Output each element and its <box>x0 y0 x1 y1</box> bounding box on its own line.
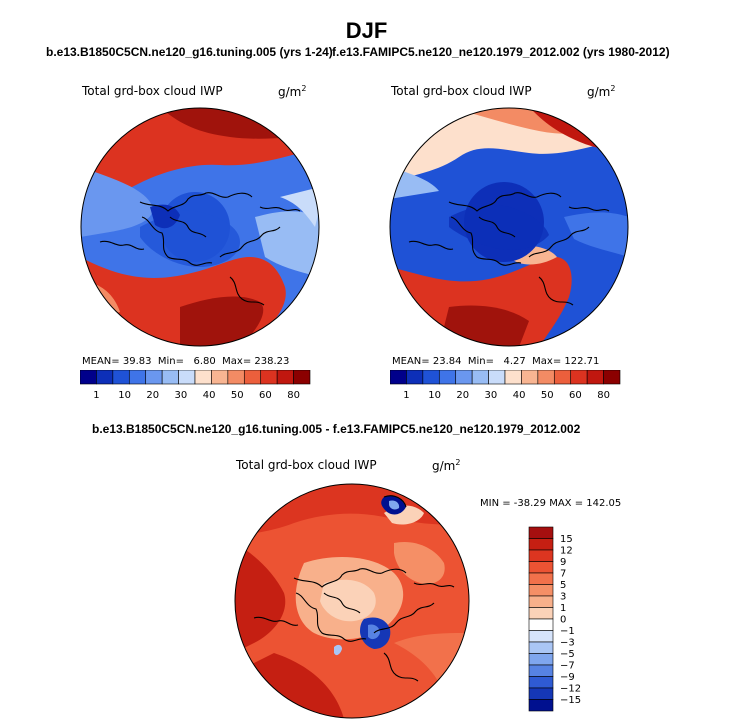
colorbar-swatch <box>178 370 196 385</box>
colorbar-swatch <box>528 549 554 562</box>
panel2-units: g/m2 <box>587 84 616 99</box>
colorbar-tick-label: 10 <box>428 390 441 401</box>
colorbar-swatch <box>112 370 130 385</box>
colorbar-swatch <box>145 370 163 385</box>
colorbar-tick-label: −15 <box>560 695 581 706</box>
colorbar-swatch <box>528 526 554 539</box>
colorbar-tick-label: 80 <box>597 390 610 401</box>
case2-label: f.e13.FAMIPC5.ne120_ne120.1979_2012.002 … <box>332 45 670 59</box>
colorbar-swatch <box>528 653 554 666</box>
colorbar-tick-label: 20 <box>146 390 159 401</box>
colorbar-swatch <box>537 370 555 385</box>
colorbar-tick-label: 3 <box>560 592 566 603</box>
panel3-units: g/m2 <box>432 458 461 473</box>
diff-title: b.e13.B1850C5CN.ne120_g16.tuning.005 - f… <box>92 422 581 436</box>
colorbar-tick-label: 30 <box>485 390 498 401</box>
colorbar-swatch <box>528 618 554 631</box>
panel2-title: Total grd-box cloud IWP <box>391 84 532 98</box>
panel3-range: MIN = -38.29 MAX = 142.05 <box>480 498 622 509</box>
colorbar-swatch <box>528 630 554 643</box>
colorbar-swatch <box>528 607 554 620</box>
panel1-colorbar: 1 10 20 30 40 50 60 80 <box>80 370 311 401</box>
colorbar-swatch <box>528 699 554 712</box>
colorbar-swatch <box>80 370 97 385</box>
colorbar-swatch <box>528 664 554 677</box>
colorbar-swatch <box>528 584 554 597</box>
colorbar-tick-label: 40 <box>513 390 526 401</box>
colorbar-tick-label: −1 <box>560 626 575 637</box>
colorbar-tick-label: −9 <box>560 672 575 683</box>
colorbar-tick-label: 60 <box>569 390 582 401</box>
colorbar-swatch <box>455 370 473 385</box>
colorbar-swatch <box>260 370 278 385</box>
colorbar-tick-label: 50 <box>231 390 244 401</box>
colorbar-swatch <box>521 370 539 385</box>
colorbar-tick-label: 10 <box>118 390 131 401</box>
colorbar-tick-label: −3 <box>560 638 575 649</box>
colorbar-tick-label: 20 <box>456 390 469 401</box>
panel2-map <box>389 107 629 347</box>
colorbar-swatch <box>243 370 262 385</box>
colorbar-swatch <box>438 370 457 385</box>
colorbar-swatch <box>528 561 554 574</box>
colorbar-tick-label: −12 <box>560 684 581 695</box>
colorbar-tick-label: 1 <box>403 390 409 401</box>
colorbar-tick-label: −5 <box>560 649 575 660</box>
colorbar-swatch <box>528 572 554 585</box>
colorbar-swatch <box>603 370 621 385</box>
panel3-map <box>234 483 470 719</box>
colorbar-swatch <box>194 370 212 385</box>
colorbar-tick-label: 1 <box>93 390 99 401</box>
colorbar-swatch <box>406 370 424 385</box>
colorbar-tick-label: 30 <box>175 390 188 401</box>
colorbar-swatch <box>528 538 554 551</box>
colorbar-swatch <box>422 370 440 385</box>
colorbar-tick-label: 5 <box>560 580 566 591</box>
colorbar-swatch <box>276 370 294 385</box>
colorbar-tick-label: 50 <box>541 390 554 401</box>
colorbar-tick-label: 80 <box>287 390 300 401</box>
colorbar-swatch <box>471 370 489 385</box>
colorbar-swatch <box>161 370 179 385</box>
colorbar-swatch <box>227 370 245 385</box>
panel2-colorbar: 1 10 20 30 40 50 60 80 <box>390 370 621 401</box>
colorbar-tick-label: 7 <box>560 569 566 580</box>
colorbar-tick-label: 15 <box>560 534 573 545</box>
colorbar-swatch <box>528 687 554 700</box>
colorbar-tick-label: 60 <box>259 390 272 401</box>
colorbar-swatch <box>211 370 229 385</box>
colorbar-swatch <box>293 370 311 385</box>
case1-label: b.e13.B1850C5CN.ne120_g16.tuning.005 (yr… <box>46 45 333 59</box>
panel1-map <box>80 107 320 347</box>
colorbar-swatch <box>504 370 522 385</box>
colorbar-swatch <box>488 370 506 385</box>
colorbar-tick-label: 1 <box>560 603 566 614</box>
colorbar-swatch <box>570 370 588 385</box>
colorbar-swatch <box>390 370 407 385</box>
colorbar-swatch <box>528 595 554 608</box>
panel3-title: Total grd-box cloud IWP <box>236 458 377 472</box>
colorbar-swatch <box>96 370 114 385</box>
colorbar-tick-label: 12 <box>560 546 573 557</box>
panel2-stats: MEAN= 23.84 Min= 4.27 Max= 122.71 <box>392 356 600 367</box>
figure-title: DJF <box>345 18 388 43</box>
colorbar-tick-label: −7 <box>560 661 575 672</box>
panel1-stats: MEAN= 39.83 Min= 6.80 Max= 238.23 <box>82 356 290 367</box>
panel1-title: Total grd-box cloud IWP <box>82 84 223 98</box>
colorbar-tick-label: 0 <box>560 615 566 626</box>
colorbar-swatch <box>528 641 554 654</box>
colorbar-swatch <box>128 370 147 385</box>
colorbar-tick-label: 9 <box>560 557 566 568</box>
colorbar-swatch <box>528 676 554 689</box>
panel1-units: g/m2 <box>278 84 307 99</box>
colorbar-tick-label: 40 <box>203 390 216 401</box>
colorbar-swatch <box>553 370 572 385</box>
colorbar-swatch <box>586 370 604 385</box>
